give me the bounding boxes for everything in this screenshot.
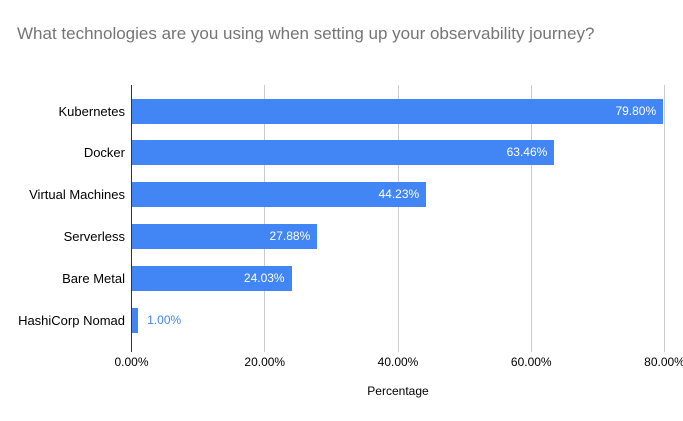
category-label: Bare Metal (62, 270, 125, 286)
x-tick-label: 60.00% (510, 355, 552, 369)
gridline (264, 85, 266, 352)
x-tick-label: 0.00% (114, 355, 149, 369)
bar-value-label: 24.03% (243, 270, 285, 285)
gridline (664, 85, 665, 352)
x-tick-label: 40.00% (377, 355, 419, 369)
category-label: Docker (83, 145, 125, 161)
bar-value-label: 63.46% (506, 145, 548, 160)
chart-title: What technologies are you using when set… (17, 24, 595, 43)
category-label: Kubernetes (58, 103, 126, 119)
gridline (397, 85, 399, 352)
category-label: Serverless (63, 228, 125, 244)
x-tick-label: 80.00% (644, 355, 683, 369)
x-tick-label: 20.00% (244, 355, 286, 369)
bar-value-label: 1.00% (147, 312, 182, 327)
bar (131, 265, 292, 291)
bar-value-label: 44.23% (378, 187, 420, 202)
bar-value-label: 27.88% (269, 228, 311, 243)
x-axis-title: Percentage (367, 384, 429, 398)
y-axis-baseline (131, 85, 132, 352)
bar (131, 182, 427, 208)
bar (131, 307, 139, 333)
gridline (530, 85, 532, 352)
bar (131, 98, 664, 124)
category-label: Virtual Machines (29, 187, 125, 203)
bar (131, 140, 555, 166)
bar-value-label: 79.80% (615, 103, 657, 118)
bar (131, 223, 318, 249)
category-label: HashiCorp Nomad (18, 312, 125, 328)
